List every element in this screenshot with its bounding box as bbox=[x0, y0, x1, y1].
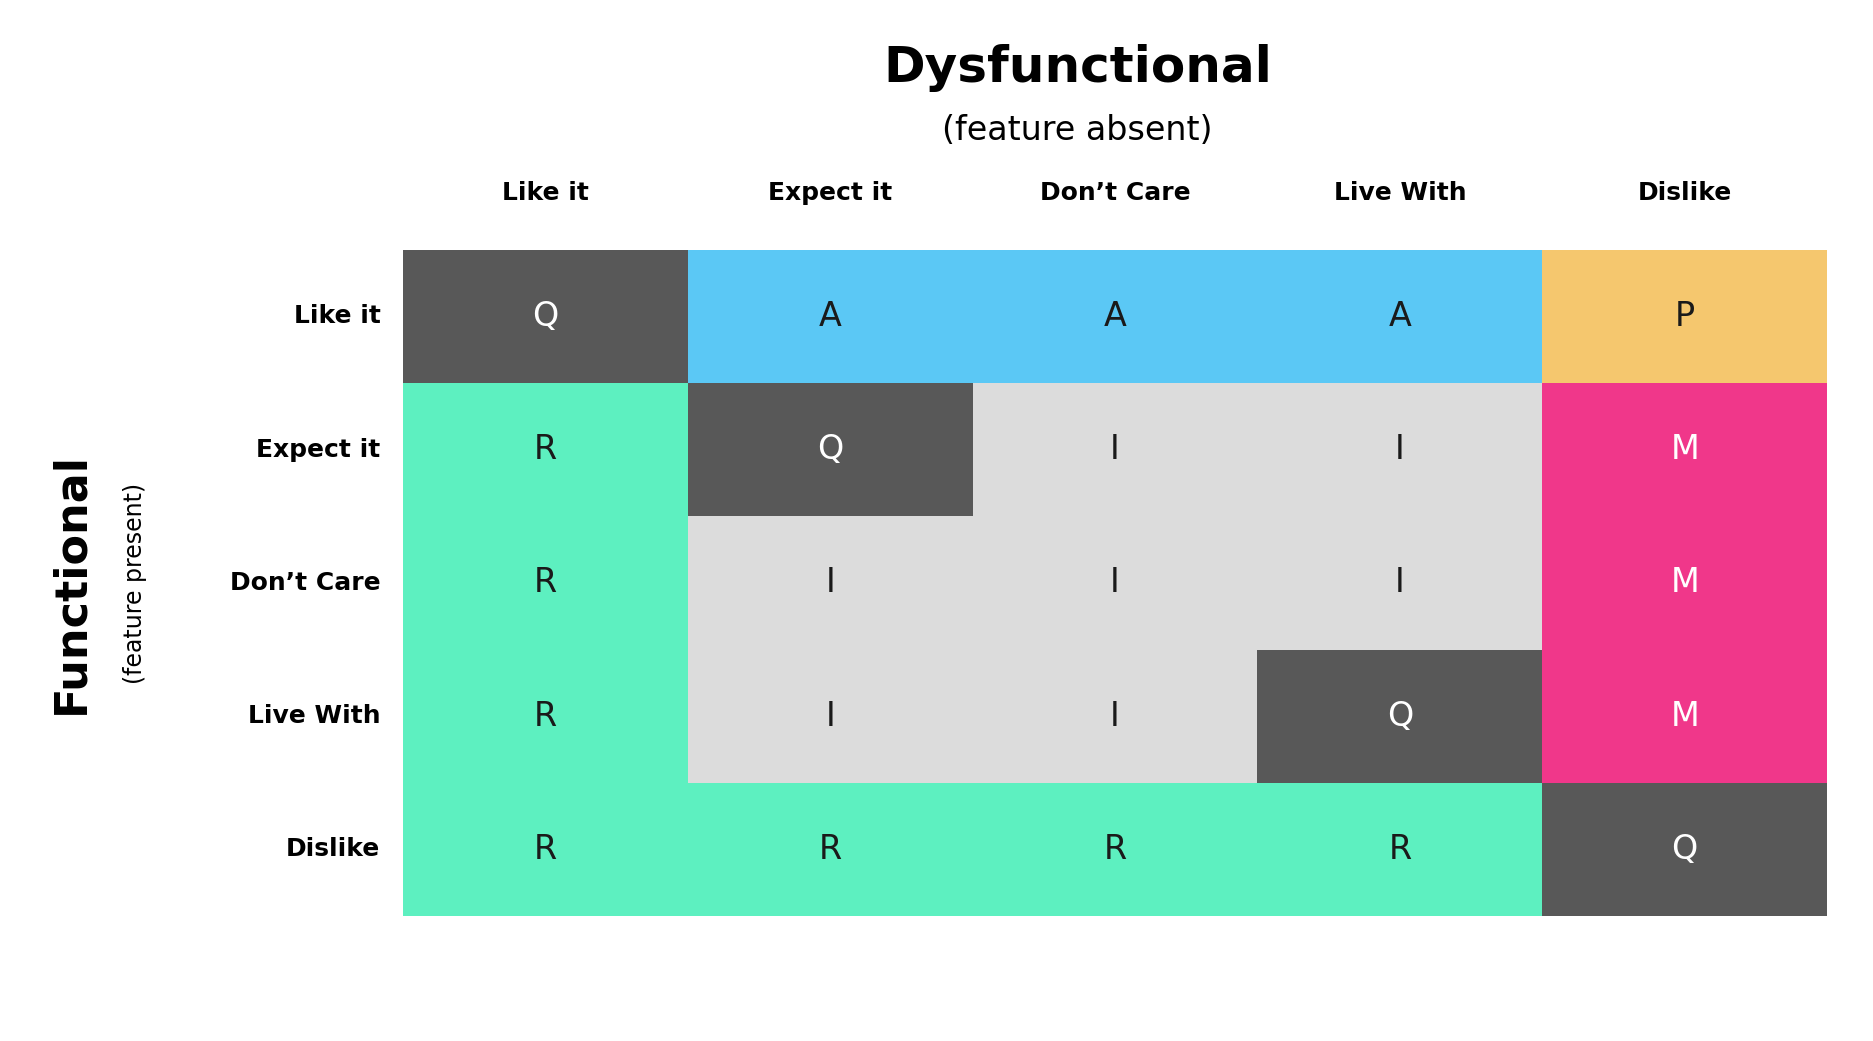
Text: Dislike: Dislike bbox=[1637, 180, 1731, 205]
Text: (feature absent): (feature absent) bbox=[942, 113, 1212, 147]
Text: I: I bbox=[1109, 566, 1120, 600]
Text: M: M bbox=[1669, 566, 1699, 600]
Text: Expect it: Expect it bbox=[768, 180, 892, 205]
Bar bbox=[687, 383, 972, 516]
Text: R: R bbox=[534, 566, 556, 600]
Bar bbox=[972, 783, 1257, 916]
Text: Like it: Like it bbox=[502, 180, 588, 205]
Text: I: I bbox=[1394, 433, 1405, 466]
Text: Dislike: Dislike bbox=[287, 837, 380, 862]
Bar bbox=[972, 516, 1257, 650]
Bar bbox=[403, 383, 687, 516]
Bar bbox=[1257, 250, 1541, 383]
Bar bbox=[972, 650, 1257, 783]
Bar bbox=[687, 783, 972, 916]
Bar bbox=[687, 650, 972, 783]
Text: M: M bbox=[1669, 700, 1699, 733]
Text: I: I bbox=[824, 700, 835, 733]
Bar bbox=[403, 650, 687, 783]
Text: R: R bbox=[534, 700, 556, 733]
Text: Like it: Like it bbox=[294, 304, 380, 329]
Text: I: I bbox=[1109, 700, 1120, 733]
Text: Q: Q bbox=[532, 300, 558, 333]
Text: A: A bbox=[1388, 300, 1410, 333]
Text: R: R bbox=[1103, 833, 1126, 866]
Text: Live With: Live With bbox=[247, 704, 380, 729]
Bar bbox=[1541, 250, 1826, 383]
Text: R: R bbox=[1388, 833, 1410, 866]
Bar bbox=[1257, 516, 1541, 650]
Text: I: I bbox=[1109, 433, 1120, 466]
Text: A: A bbox=[819, 300, 841, 333]
Text: Expect it: Expect it bbox=[257, 437, 380, 462]
Text: Don’t Care: Don’t Care bbox=[230, 570, 380, 595]
Text: P: P bbox=[1674, 300, 1693, 333]
Text: R: R bbox=[534, 433, 556, 466]
Bar bbox=[972, 250, 1257, 383]
Text: Q: Q bbox=[1386, 700, 1412, 733]
Text: Don’t Care: Don’t Care bbox=[1040, 180, 1189, 205]
Bar bbox=[687, 516, 972, 650]
Text: M: M bbox=[1669, 433, 1699, 466]
Text: Q: Q bbox=[817, 433, 843, 466]
Bar bbox=[1257, 783, 1541, 916]
Text: Dysfunctional: Dysfunctional bbox=[882, 44, 1272, 92]
Text: I: I bbox=[824, 566, 835, 600]
Text: Live With: Live With bbox=[1334, 180, 1465, 205]
Text: I: I bbox=[1394, 566, 1405, 600]
Bar bbox=[687, 250, 972, 383]
Bar bbox=[403, 783, 687, 916]
Text: A: A bbox=[1103, 300, 1126, 333]
Text: R: R bbox=[534, 833, 556, 866]
Text: R: R bbox=[819, 833, 841, 866]
Bar bbox=[1257, 650, 1541, 783]
Bar bbox=[1541, 516, 1826, 650]
Bar bbox=[403, 250, 687, 383]
Text: Functional: Functional bbox=[51, 452, 92, 714]
Bar bbox=[1541, 783, 1826, 916]
Text: Q: Q bbox=[1671, 833, 1697, 866]
Text: (feature present): (feature present) bbox=[124, 482, 146, 684]
Bar bbox=[403, 516, 687, 650]
Bar bbox=[1541, 383, 1826, 516]
Bar bbox=[1257, 383, 1541, 516]
Bar bbox=[972, 383, 1257, 516]
Bar bbox=[1541, 650, 1826, 783]
